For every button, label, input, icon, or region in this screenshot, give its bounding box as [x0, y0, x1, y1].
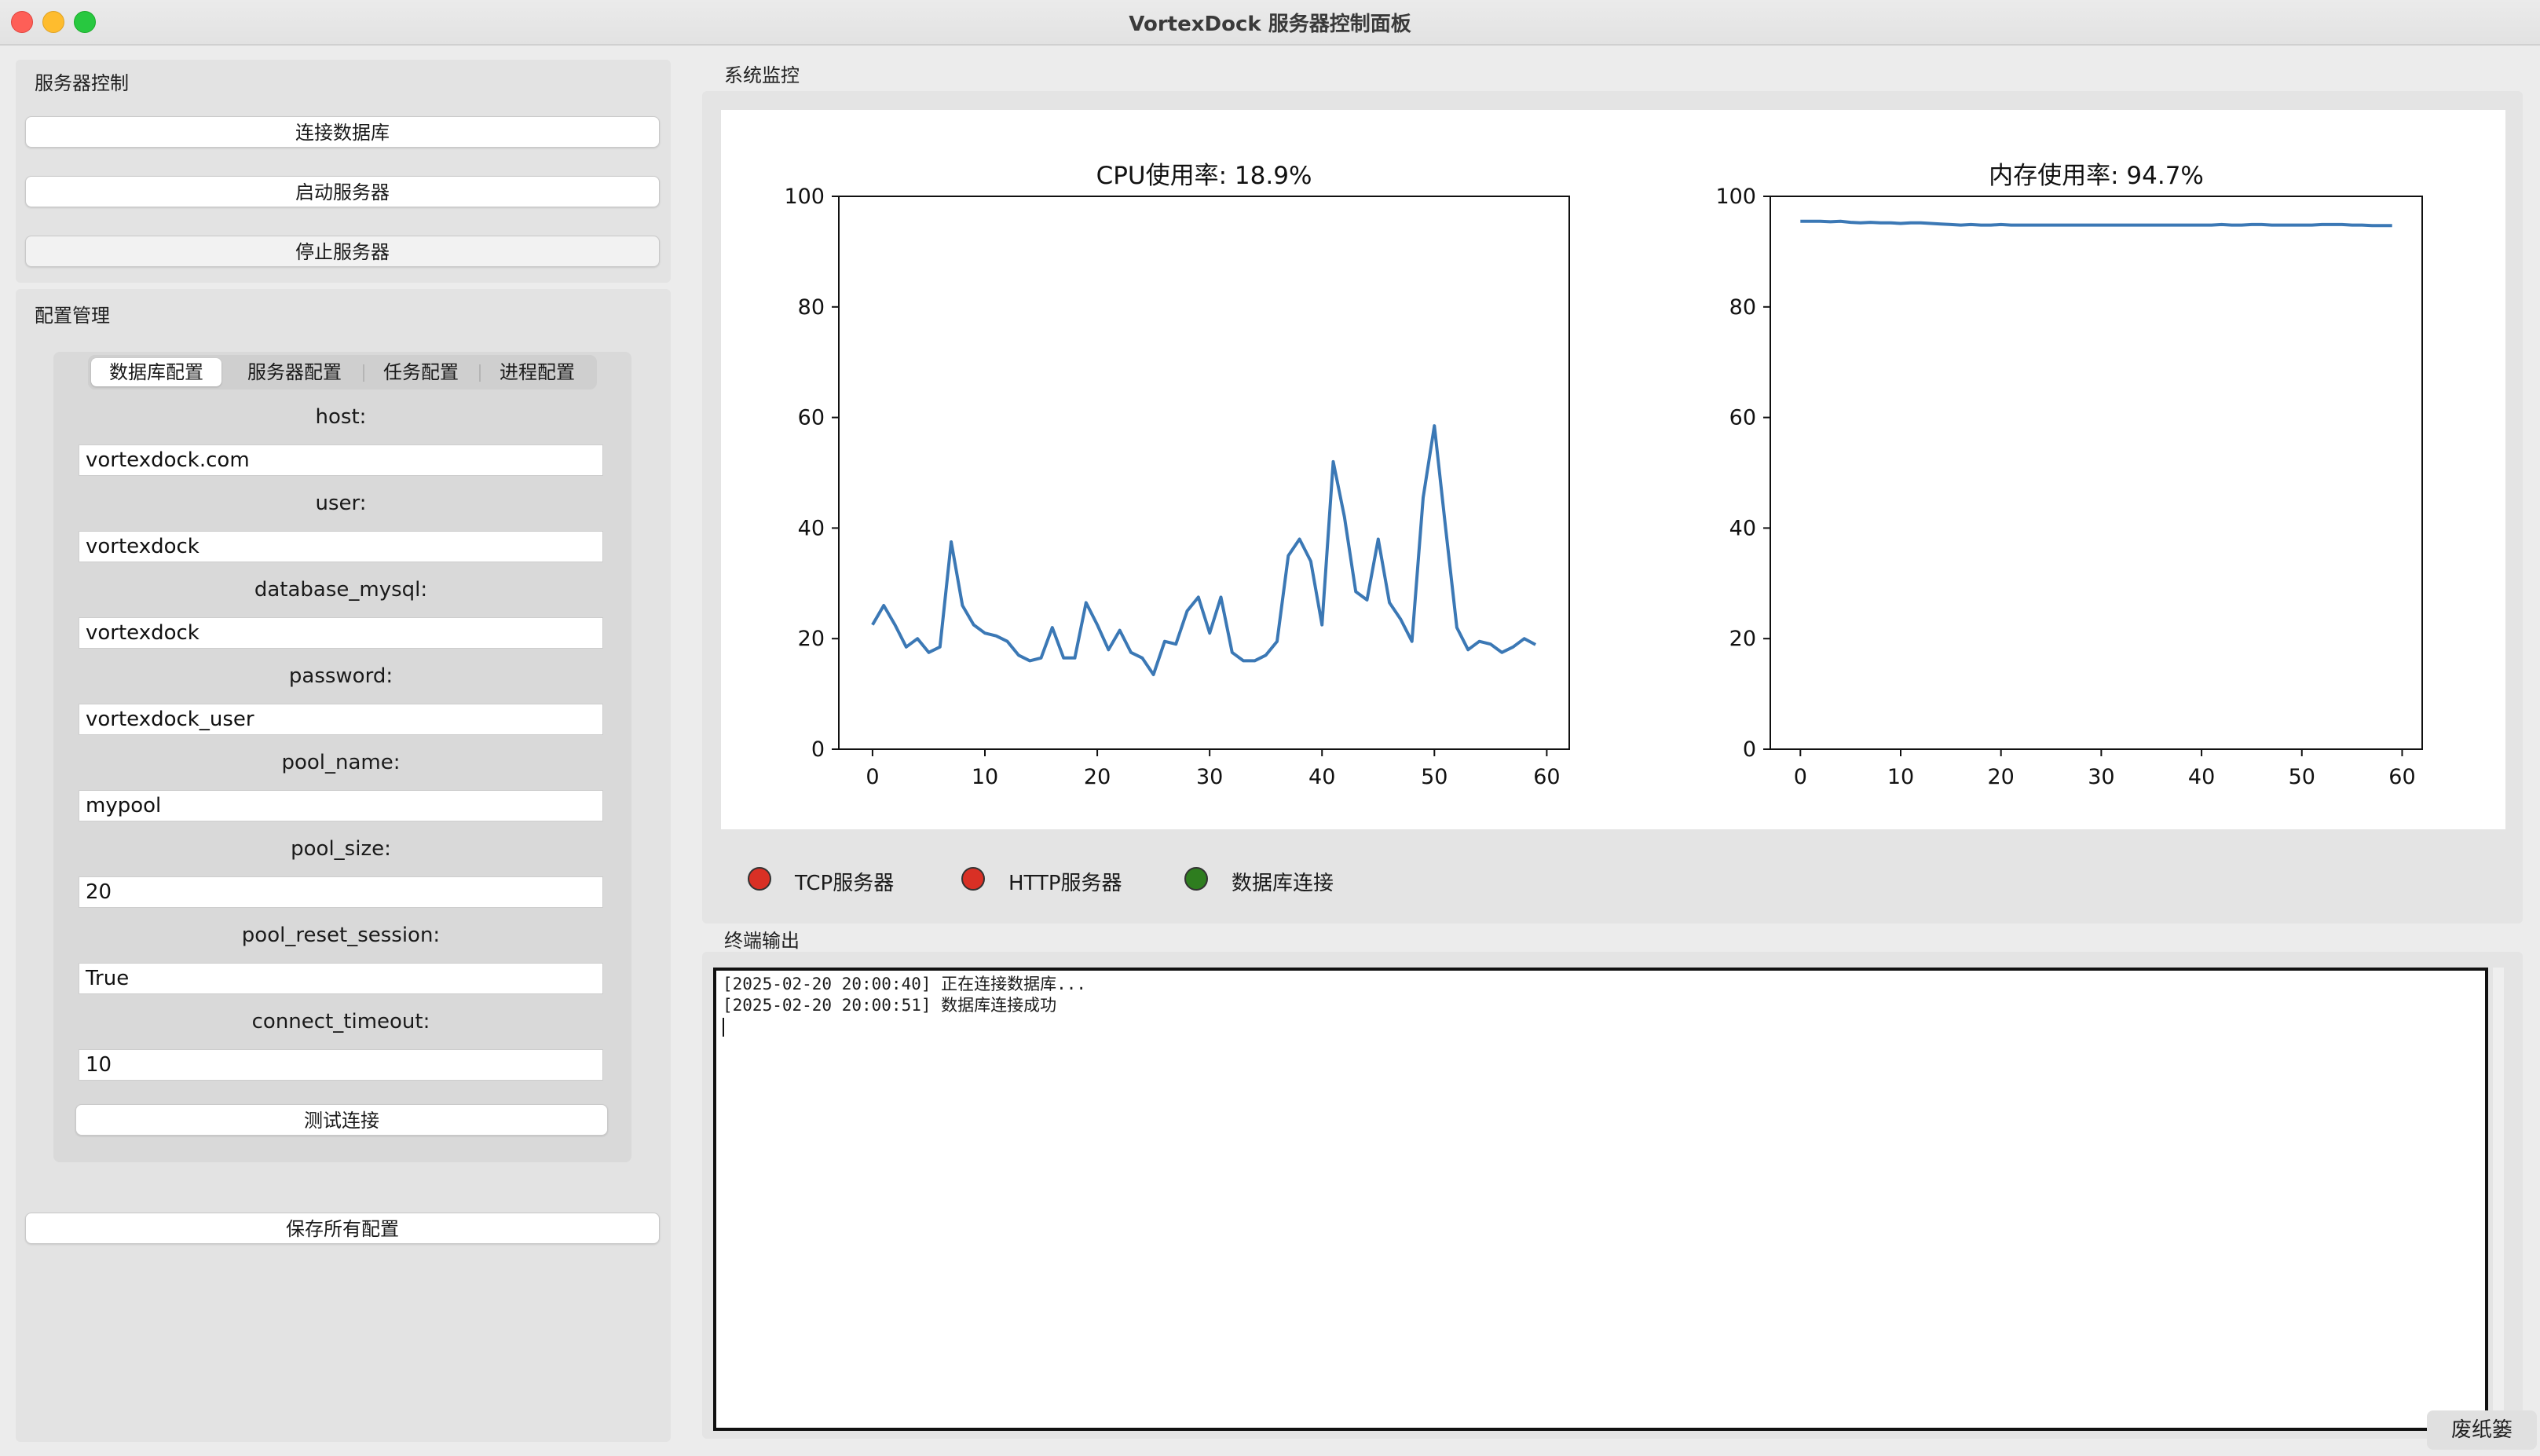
pool-size-input[interactable]: 20 [79, 876, 603, 908]
title-bar: VortexDock 服务器控制面板 [0, 0, 2540, 46]
minimize-window-button[interactable] [42, 11, 64, 33]
database-connection-status-led [1184, 867, 1208, 891]
pool-size-label: pool_size: [291, 837, 391, 861]
user-label: user: [315, 492, 367, 515]
cpu-y-tick-label: 20 [798, 627, 825, 651]
tab-separator [479, 364, 481, 382]
system-monitor-label: 系统监控 [724, 64, 800, 86]
trash-label[interactable]: 废纸篓 [2427, 1410, 2537, 1450]
cpu-chart-title: CPU使用率: 18.9% [1096, 162, 1312, 190]
tcp-server-status-label: TCP服务器 [795, 872, 895, 895]
tab-database-config[interactable]: 数据库配置 [91, 358, 221, 386]
tab-separator [363, 364, 364, 382]
save-all-config-button[interactable]: 保存所有配置 [25, 1213, 660, 1244]
cpu-y-tick-label: 0 [811, 737, 825, 762]
password-input[interactable]: vortexdock_user [79, 704, 603, 735]
memory-y-tick-label: 20 [1729, 627, 1756, 651]
cpu-x-tick-label: 10 [972, 765, 998, 789]
tab-server-config[interactable]: 服务器配置 [247, 361, 342, 383]
config-tabbar: 数据库配置 服务器配置 任务配置 进程配置 [88, 355, 597, 390]
test-connection-button[interactable]: 测试连接 [75, 1104, 608, 1136]
connect-db-button[interactable]: 连接数据库 [25, 116, 660, 148]
connect-timeout-input[interactable]: 10 [79, 1049, 603, 1081]
memory-x-tick-label: 50 [2289, 765, 2315, 789]
pool-name-label: pool_name: [281, 751, 401, 774]
window-title: VortexDock 服务器控制面板 [1129, 13, 1411, 36]
server-control-label: 服务器控制 [35, 72, 129, 94]
database-mysql-input[interactable]: vortexdock [79, 617, 603, 649]
memory-x-tick-label: 0 [1794, 765, 1807, 789]
tab-task-config[interactable]: 任务配置 [383, 361, 459, 383]
memory-y-tick-label: 100 [1715, 185, 1756, 209]
database-connection-status-label: 数据库连接 [1232, 872, 1334, 895]
http-server-status-led [961, 867, 985, 891]
cpu-y-tick-label: 80 [798, 295, 825, 320]
config-tab-panel [53, 352, 631, 1162]
database-mysql-label: database_mysql: [254, 578, 428, 602]
cpu-y-tick-label: 40 [798, 516, 825, 540]
cpu-x-tick-label: 20 [1084, 765, 1111, 789]
memory-usage-line [1800, 219, 2392, 228]
pool-reset-session-input[interactable]: True [79, 963, 603, 994]
memory-y-tick-label: 40 [1729, 516, 1756, 540]
host-label: host: [315, 405, 367, 429]
terminal-line: [2025-02-20 20:00:51] 数据库连接成功 [723, 996, 1057, 1015]
start-server-button[interactable]: 启动服务器 [25, 176, 660, 207]
cpu-usage-line [871, 424, 1537, 676]
chart-card: CPU使用率: 18.9% 0 10 20 30 40 50 60 0 20 40 60 80 100 内存… [721, 110, 2505, 829]
zoom-window-button[interactable] [74, 11, 96, 33]
pool-name-input[interactable]: mypool [79, 790, 603, 821]
memory-x-tick-label: 10 [1887, 765, 1914, 789]
cpu-x-tick-label: 30 [1196, 765, 1223, 789]
terminal-scrollbar[interactable] [2493, 968, 2504, 1431]
memory-x-tick-label: 40 [2188, 765, 2215, 789]
memory-x-tick-label: 20 [1988, 765, 2015, 789]
cpu-x-tick-label: 60 [1533, 765, 1560, 789]
monitor-charts: CPU使用率: 18.9%0 10 20 30 40 50 60020406080100内存… [784, 162, 2423, 789]
terminal-line: [2025-02-20 20:00:40] 正在连接数据库... [723, 975, 1087, 993]
connect-timeout-label: connect_timeout: [251, 1010, 430, 1033]
memory-chart-title: 内存使用率: 94.7% [1989, 162, 2204, 190]
tab-process-config[interactable]: 进程配置 [500, 361, 575, 383]
config-management-label: 配置管理 [35, 305, 110, 327]
stop-server-button[interactable]: 停止服务器 [25, 236, 660, 267]
http-server-status-label: HTTP服务器 [1008, 872, 1122, 895]
close-window-button[interactable] [11, 11, 33, 33]
memory-x-tick-label: 30 [2088, 765, 2114, 789]
terminal-output-label: 终端输出 [724, 930, 800, 952]
memory-y-tick-label: 80 [1729, 295, 1756, 320]
memory-y-tick-label: 60 [1729, 406, 1756, 430]
cpu-chart-frame [838, 196, 1570, 750]
memory-x-tick-label: 60 [2388, 765, 2415, 789]
text-cursor [723, 1018, 724, 1037]
cpu-x-tick-label: 0 [866, 765, 879, 789]
cpu-y-tick-label: 100 [784, 185, 825, 209]
cpu-y-tick-label: 60 [798, 406, 825, 430]
memory-y-tick-label: 0 [1743, 737, 1756, 762]
host-input[interactable]: vortexdock.com [79, 444, 603, 476]
tcp-server-status-led [748, 867, 771, 891]
pool-reset-session-label: pool_reset_session: [241, 924, 441, 947]
user-input[interactable]: vortexdock [79, 531, 603, 562]
memory-chart-frame [1770, 196, 2423, 750]
terminal-output[interactable]: [2025-02-20 20:00:40] 正在连接数据库... [2025-0… [713, 968, 2488, 1431]
password-label: password: [288, 664, 393, 688]
cpu-x-tick-label: 50 [1421, 765, 1448, 789]
cpu-x-tick-label: 40 [1308, 765, 1335, 789]
